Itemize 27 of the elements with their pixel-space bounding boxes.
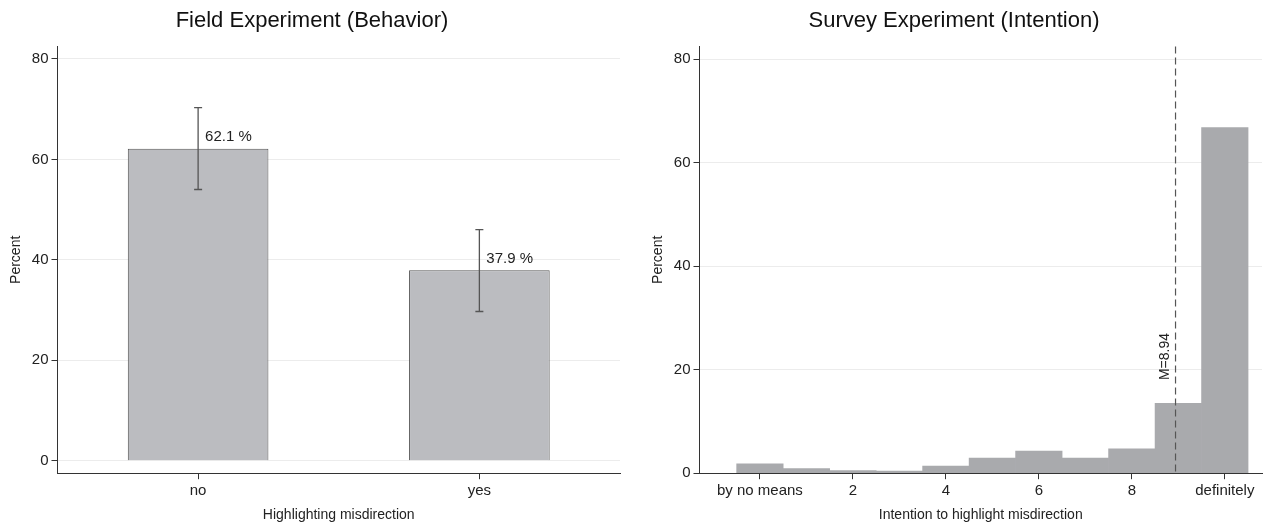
y-tick-label: 80: [673, 49, 691, 67]
data-label: 62.1 %: [205, 127, 252, 145]
ref-line-label: M=8.94: [1156, 332, 1173, 381]
x-tick-label: 6: [1034, 481, 1044, 499]
x-tick-label: by no means: [716, 481, 803, 499]
y-axis-title: Percent: [649, 235, 666, 284]
x-tick-label: definitely: [1195, 481, 1255, 499]
y-tick-label: 20: [673, 359, 691, 377]
y-tick-label: 40: [673, 256, 691, 274]
y-tick-label: 80: [31, 49, 49, 67]
y-tick-label: 60: [673, 152, 691, 170]
x-tick-label: 8: [1127, 481, 1136, 499]
x-tick-label: yes: [467, 481, 492, 499]
x-axis-title: Highlighting misdirection: [262, 506, 415, 523]
x-tick-label: 4: [941, 481, 951, 499]
y-tick-label: 40: [31, 249, 49, 267]
x-axis-title: Intention to highlight misdirection: [878, 506, 1083, 523]
chart-title: Field Experiment (Behavior): [175, 7, 449, 33]
chart-title: Survey Experiment (Intention): [808, 7, 1100, 33]
x-tick-label: no: [189, 481, 207, 499]
y-tick-label: 0: [682, 463, 691, 481]
y-tick-label: 0: [40, 450, 49, 468]
y-tick-label: 60: [31, 149, 49, 167]
data-label: 37.9 %: [486, 248, 534, 266]
x-tick-label: 2: [848, 481, 858, 499]
y-tick-label: 20: [31, 350, 49, 368]
y-axis-title: Percent: [7, 235, 24, 284]
